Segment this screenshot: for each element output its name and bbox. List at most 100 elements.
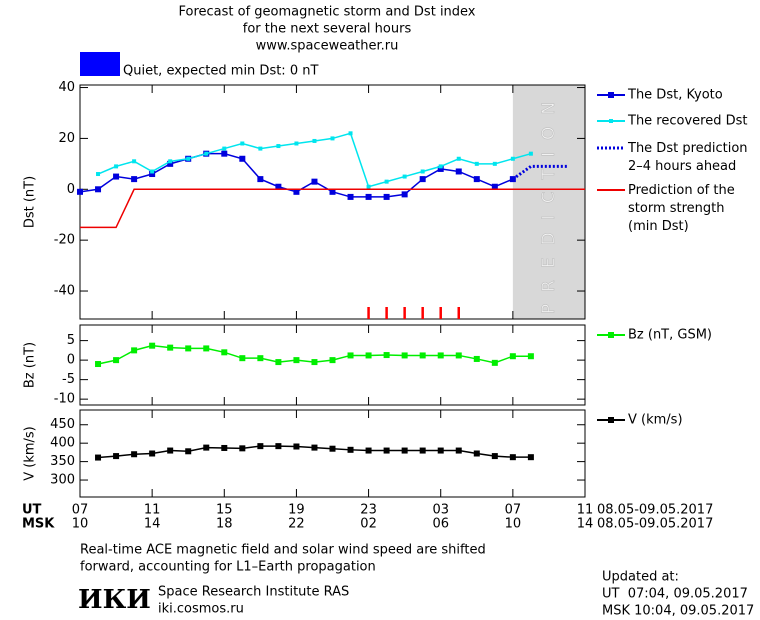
data-point <box>114 164 119 169</box>
data-point <box>383 447 390 454</box>
data-point <box>221 150 228 157</box>
y-tick-label: 400 <box>50 436 75 451</box>
x-tick-label: 15 <box>216 503 233 518</box>
data-point <box>455 447 462 454</box>
data-point <box>311 359 318 366</box>
data-point <box>275 183 282 190</box>
legend-label: Bz (nT, GSM) <box>628 328 712 343</box>
data-point <box>222 146 227 151</box>
x2-tick-label: 06 <box>432 517 449 532</box>
y-tick-label: -20 <box>54 233 75 248</box>
data-point <box>186 156 191 161</box>
plot-frame <box>79 84 586 320</box>
y-tick-label: 0 <box>67 182 75 197</box>
data-point <box>455 352 462 359</box>
footer-note: Real-time ACE magnetic field and solar w… <box>80 543 486 558</box>
data-point <box>239 445 246 452</box>
x-axis-label: UT <box>22 503 42 518</box>
legend-label: Prediction of the storm strength (min Dst) <box>628 183 735 234</box>
data-point <box>167 160 174 167</box>
data-point <box>383 352 390 359</box>
data-point <box>528 151 533 156</box>
x2-tick-label: 10 <box>505 517 522 532</box>
date-range: 08.05-09.05.2017 <box>597 517 713 532</box>
x2-axis-label: MSK <box>22 517 55 532</box>
data-point <box>131 451 138 458</box>
x2-tick-label: 10 <box>72 517 89 532</box>
data-point <box>240 141 245 146</box>
y-tick-label: 300 <box>50 473 75 488</box>
data-point <box>473 450 480 457</box>
data-point <box>437 352 444 359</box>
data-point <box>329 445 336 452</box>
plot-frame <box>79 409 586 498</box>
data-point <box>347 446 354 453</box>
institute: Space Research Institute RAS <box>158 585 349 600</box>
data-point <box>437 165 444 172</box>
data-point <box>311 178 318 185</box>
title-line: www.spaceweather.ru <box>256 39 399 54</box>
data-point <box>438 164 443 169</box>
x2-tick-label: 14 <box>144 517 161 532</box>
data-point <box>167 344 174 351</box>
data-point <box>257 443 264 450</box>
data-point <box>419 352 426 359</box>
updated: Updated at: <box>602 570 679 585</box>
data-point <box>456 156 461 161</box>
data-point <box>402 174 407 179</box>
data-point <box>95 454 102 461</box>
legend-label: The Dst prediction 2–4 hours ahead <box>627 141 748 174</box>
data-point <box>492 161 497 166</box>
data-point <box>347 352 354 359</box>
y-tick-label: -10 <box>54 392 75 407</box>
data-point <box>491 183 498 190</box>
x-tick-label: 03 <box>432 503 449 518</box>
x-tick-label: 11 <box>577 503 594 518</box>
data-point <box>113 173 120 180</box>
data-point <box>365 193 372 200</box>
data-point <box>95 186 102 193</box>
x-tick-label: 07 <box>505 503 522 518</box>
legend-label: The recovered Dst <box>627 114 747 129</box>
data-point <box>419 176 426 183</box>
data-point <box>149 171 156 178</box>
data-point <box>294 141 299 146</box>
data-point <box>258 146 263 151</box>
data-point <box>491 453 498 460</box>
data-point <box>510 156 515 161</box>
data-point <box>293 443 300 450</box>
data-point <box>185 448 192 455</box>
y-tick-label: 40 <box>58 80 75 95</box>
data-point <box>167 447 174 454</box>
x-tick-label: 23 <box>360 503 377 518</box>
data-point <box>347 193 354 200</box>
y-axis-label: Dst (nT) <box>23 176 38 228</box>
status-box <box>80 52 120 76</box>
data-point <box>420 169 425 174</box>
data-point <box>348 131 353 136</box>
updated: UT 07:04, 09.05.2017 <box>602 587 748 602</box>
data-point <box>401 447 408 454</box>
data-point <box>527 353 534 360</box>
data-point <box>203 444 210 451</box>
data-point <box>203 345 210 352</box>
data-point <box>455 168 462 175</box>
data-point <box>113 453 120 460</box>
legend-label: V (km/s) <box>628 413 683 428</box>
footer-note: forward, accounting for L1–Earth propaga… <box>80 560 376 575</box>
data-point <box>437 447 444 454</box>
data-point <box>401 191 408 198</box>
y-axis-label: Bz (nT) <box>23 342 38 388</box>
data-point <box>365 352 372 359</box>
data-point <box>113 357 120 364</box>
legend-marker <box>608 332 614 338</box>
y-tick-label: 350 <box>50 454 75 469</box>
data-point <box>239 355 246 362</box>
data-point <box>96 172 101 177</box>
data-point <box>239 155 246 162</box>
legend-marker <box>608 417 614 423</box>
data-point <box>150 169 155 174</box>
data-point <box>311 444 318 451</box>
data-point <box>527 454 534 461</box>
